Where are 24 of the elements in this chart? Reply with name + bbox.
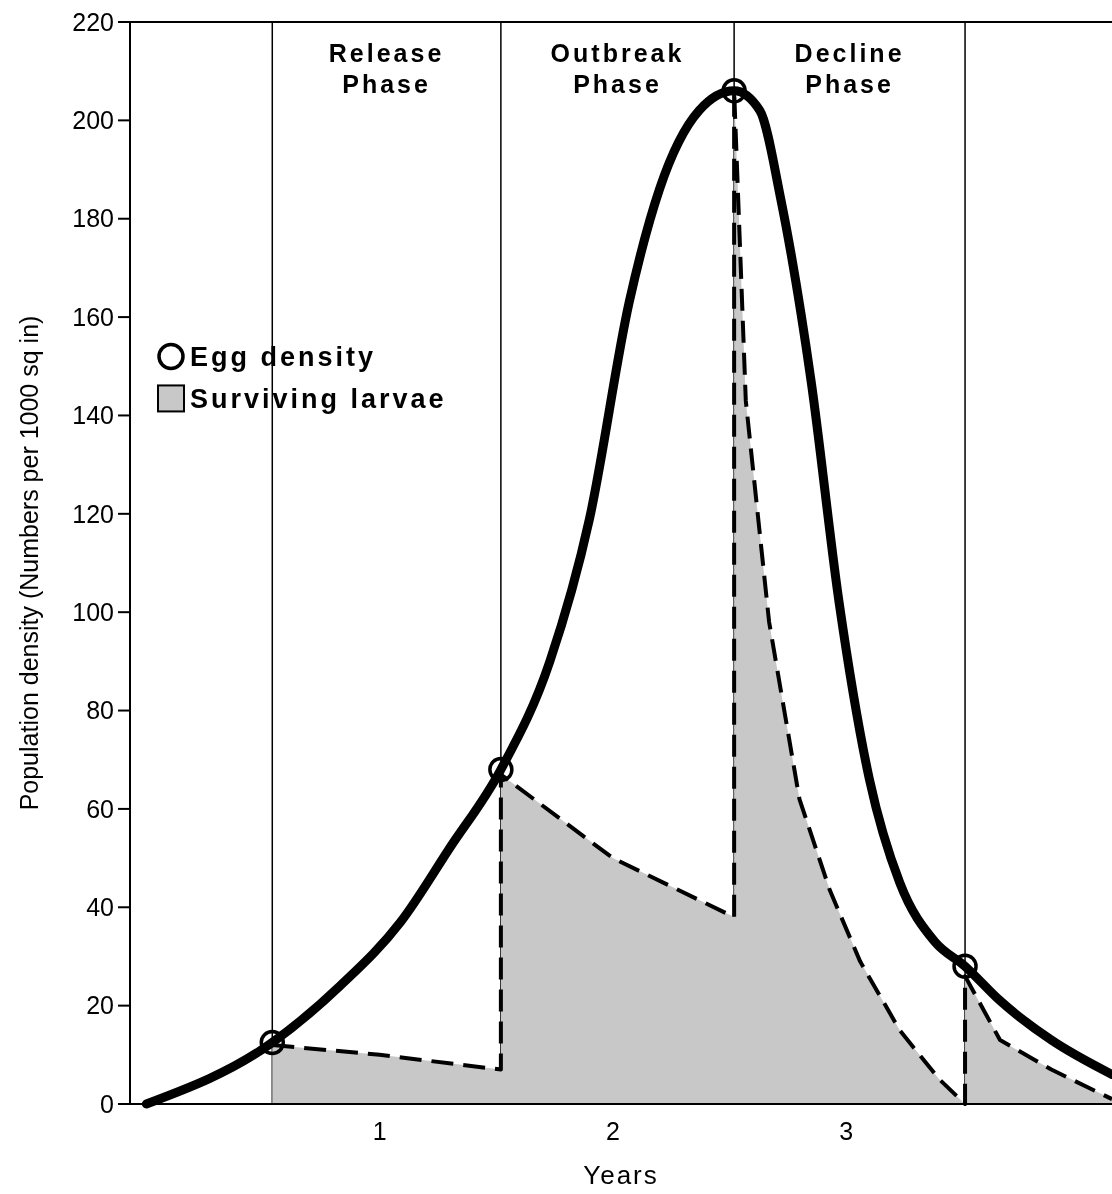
y-tick-label: 80 — [86, 696, 114, 725]
x-axis-title: Years — [583, 1160, 659, 1190]
y-axis-title: Population density (Numbers per 1000 sq in) — [15, 315, 43, 811]
y-tick-label: 140 — [72, 401, 114, 430]
annotation: Decline Phase — [794, 39, 905, 99]
point — [952, 953, 978, 980]
y-tick-label: 160 — [72, 302, 114, 331]
y-tick-label: 100 — [72, 597, 114, 626]
y-tick-label: 200 — [72, 106, 114, 135]
point — [721, 78, 747, 104]
y-tick-label: 40 — [86, 893, 114, 922]
y-tick-label: 20 — [86, 991, 114, 1020]
y-tick-label: 180 — [72, 204, 114, 233]
point — [259, 1029, 286, 1056]
point — [488, 756, 514, 783]
x-tick-label: 2 — [605, 1117, 620, 1145]
y-tick-label: 0 — [100, 1089, 114, 1118]
y-tick-label: 220 — [72, 7, 114, 36]
x-tick-label: 3 — [839, 1117, 854, 1145]
y-tick-label: 120 — [72, 499, 114, 528]
annotation: Outbreak Phase — [550, 39, 685, 99]
y-tick-label: 60 — [86, 794, 114, 823]
annotation: Release Phase — [328, 39, 445, 99]
x-tick-label: 1 — [372, 1117, 387, 1145]
